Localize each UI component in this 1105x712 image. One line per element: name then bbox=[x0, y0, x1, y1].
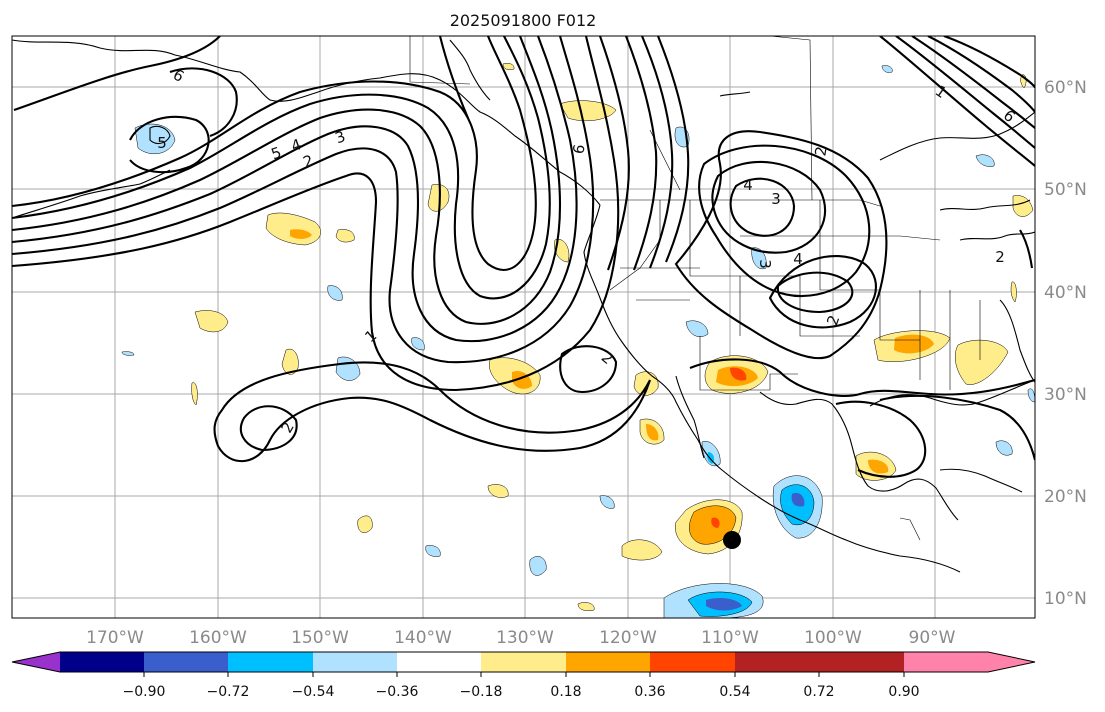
positive-anomaly bbox=[868, 459, 889, 474]
negative-anomaly bbox=[685, 320, 709, 337]
positive-anomaly bbox=[335, 229, 355, 243]
political-borders bbox=[409, 36, 981, 541]
contour-label: 4 bbox=[743, 176, 753, 194]
colorbar-segment bbox=[397, 652, 481, 672]
lon-label: 120°W bbox=[599, 628, 657, 648]
positive-anomaly bbox=[427, 184, 450, 212]
colorbar-segment bbox=[819, 652, 904, 672]
contour-label: 4 bbox=[793, 250, 803, 268]
lat-label: 20°N bbox=[1044, 487, 1087, 507]
colorbar-segment bbox=[228, 652, 313, 672]
positive-anomaly bbox=[577, 602, 595, 611]
positive-anomaly bbox=[646, 424, 659, 441]
lon-label: 90°W bbox=[909, 628, 956, 648]
negative-anomaly bbox=[995, 440, 1013, 456]
coastlines bbox=[12, 39, 1035, 573]
colorbar-tick-label: 0.18 bbox=[550, 684, 581, 700]
lon-label: 100°W bbox=[804, 628, 862, 648]
colorbar-tick-label: −0.72 bbox=[207, 684, 250, 700]
map-title: 2025091800 F012 bbox=[450, 11, 597, 30]
positive-anomaly bbox=[894, 334, 934, 354]
lon-label: 140°W bbox=[394, 628, 452, 648]
colorbar-tick-label: −0.18 bbox=[460, 684, 503, 700]
colorbar-segment bbox=[735, 652, 819, 672]
positive-anomaly bbox=[711, 517, 720, 528]
negative-anomaly bbox=[791, 492, 805, 507]
negative-anomaly bbox=[121, 351, 135, 356]
location-marker bbox=[723, 531, 741, 549]
lat-label: 50°N bbox=[1044, 180, 1087, 200]
negative-anomaly bbox=[706, 598, 742, 611]
colorbar-tick-label: 0.72 bbox=[803, 684, 834, 700]
contour-label: 5 bbox=[157, 134, 167, 152]
colorbar-segment bbox=[566, 652, 650, 672]
colorbar-segment bbox=[313, 652, 397, 672]
positive-anomaly bbox=[357, 515, 373, 533]
lat-label: 60°N bbox=[1044, 78, 1087, 98]
colorbar: −0.90 −0.72 −0.54 −0.36 −0.18 0.18 0.36 … bbox=[11, 651, 1036, 700]
positive-anomaly bbox=[191, 382, 198, 406]
map-panel: 6 5 4 3 2 1 5 6 2 4 3 3 4 2 1 2 2 6 2 bbox=[11, 35, 1036, 619]
positive-anomaly bbox=[730, 367, 747, 381]
colorbar-segment bbox=[60, 652, 144, 672]
negative-anomaly bbox=[529, 556, 547, 576]
isolines bbox=[12, 36, 1035, 478]
lon-label: 130°W bbox=[496, 628, 554, 648]
shaded-anomalies bbox=[121, 62, 1035, 618]
positive-anomaly bbox=[290, 229, 312, 239]
colorbar-tick-label: −0.90 bbox=[123, 684, 166, 700]
colorbar-tick-label: 0.90 bbox=[888, 684, 919, 700]
colorbar-segment bbox=[904, 652, 988, 672]
latitude-labels: 60°N 50°N 40°N 30°N 20°N 10°N bbox=[1044, 78, 1087, 609]
lat-label: 40°N bbox=[1044, 283, 1087, 303]
negative-anomaly bbox=[134, 123, 176, 155]
lat-label: 10°N bbox=[1044, 589, 1087, 609]
colorbar-extend-high bbox=[988, 652, 1035, 672]
colorbar-segment bbox=[481, 652, 566, 672]
longitude-labels: 170°W 160°W 150°W 140°W 130°W 120°W 110°… bbox=[86, 628, 956, 648]
positive-anomaly bbox=[621, 539, 663, 561]
colorbar-tick-label: 0.36 bbox=[634, 684, 665, 700]
positive-anomaly bbox=[1010, 281, 1017, 303]
lon-label: 160°W bbox=[189, 628, 247, 648]
positive-anomaly bbox=[502, 62, 515, 71]
positive-anomaly bbox=[955, 339, 1009, 385]
contour-label: 6 bbox=[569, 143, 588, 156]
contour-label: 2 bbox=[995, 248, 1005, 266]
colorbar-segment bbox=[650, 652, 735, 672]
positive-anomaly bbox=[633, 371, 659, 396]
contour-label: 2 bbox=[811, 145, 830, 158]
colorbar-tick-label: −0.54 bbox=[292, 684, 335, 700]
negative-anomaly bbox=[751, 247, 767, 270]
positive-anomaly bbox=[487, 484, 509, 498]
graticule bbox=[12, 36, 1035, 618]
lon-label: 170°W bbox=[86, 628, 144, 648]
negative-anomaly bbox=[1027, 388, 1035, 403]
contour-label: 3 bbox=[756, 259, 774, 269]
contour-label: 3 bbox=[771, 190, 781, 208]
colorbar-extend-low bbox=[12, 652, 60, 672]
lon-label: 150°W bbox=[291, 628, 349, 648]
colorbar-segment bbox=[144, 652, 228, 672]
positive-anomaly bbox=[194, 310, 229, 333]
negative-anomaly bbox=[425, 545, 441, 557]
negative-anomaly bbox=[411, 337, 425, 351]
positive-anomaly bbox=[281, 348, 299, 375]
negative-anomaly bbox=[599, 495, 615, 509]
lon-label: 110°W bbox=[701, 628, 759, 648]
colorbar-tick-label: −0.36 bbox=[376, 684, 419, 700]
colorbar-tick-label: 0.54 bbox=[719, 684, 750, 700]
lat-label: 30°N bbox=[1044, 385, 1087, 405]
negative-anomaly bbox=[975, 154, 995, 167]
negative-anomaly bbox=[327, 285, 343, 301]
negative-anomaly bbox=[881, 65, 893, 73]
